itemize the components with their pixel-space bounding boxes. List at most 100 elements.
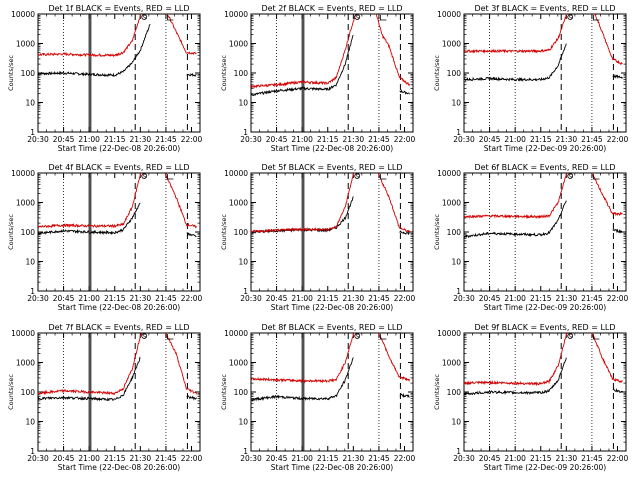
series-line-lld — [251, 173, 410, 234]
x-tick-label: 21:45 — [155, 294, 177, 303]
x-tick-label: 21:45 — [155, 135, 177, 144]
chart-panel-7: Det 7f BLACK = Events, RED = LLD 1 10 100 10… — [7, 323, 203, 472]
x-tick-label: 21:15 — [530, 294, 552, 303]
plot-frame — [250, 332, 414, 452]
series-line-lld — [38, 333, 197, 396]
y-axis-label: Counts/sec — [220, 214, 228, 250]
x-tick-label: 20:30 — [27, 135, 49, 144]
series-line-events — [464, 43, 623, 83]
x-tick-label: 22:00 — [607, 294, 629, 303]
y-tick-label: 10 — [238, 258, 248, 267]
y-tick-label: 10 — [238, 99, 248, 108]
x-tick-label: 21:30 — [343, 294, 365, 303]
series-line-events — [251, 357, 410, 402]
chart-title: Det 2f BLACK = Events, RED = LLD — [261, 4, 402, 13]
start-marker-label: S — [142, 334, 146, 341]
x-tick-label: 22:00 — [394, 294, 416, 303]
x-tick-label: 22:00 — [607, 135, 629, 144]
x-tick-label: 21:45 — [581, 135, 603, 144]
x-axis-label: Start Time (22-Dec-09 20:26:00) — [484, 463, 606, 472]
x-tick-label: 21:45 — [368, 454, 390, 463]
x-tick-label: 20:45 — [53, 294, 75, 303]
y-tick-label: 1 — [243, 128, 248, 137]
chart-title: Det 4f BLACK = Events, RED = LLD — [48, 163, 189, 172]
y-tick-label: 10000 — [224, 329, 248, 338]
chart-panel-1: Det 1f BLACK = Events, RED = LLD 1 10 100 10… — [7, 4, 203, 153]
x-tick-label: 20:45 — [266, 294, 288, 303]
y-tick-label: 10000 — [224, 10, 248, 19]
y-axis-label: Counts/sec — [220, 374, 228, 410]
x-axis-label: Start Time (22-Dec-08 20:26:00) — [271, 463, 393, 472]
x-tick-label: 20:30 — [453, 454, 475, 463]
x-tick-label: 21:45 — [368, 294, 390, 303]
start-marker-label: S — [142, 174, 146, 181]
x-tick-label: 21:15 — [104, 135, 126, 144]
end-marker — [593, 174, 600, 180]
series-line-lld — [251, 14, 410, 89]
series-line-events — [38, 356, 197, 402]
x-tick-label: 21:00 — [504, 135, 526, 144]
x-tick-label: 21:15 — [317, 294, 339, 303]
y-tick-label: 10 — [25, 258, 35, 267]
start-marker-label: S — [355, 334, 359, 341]
x-tick-label: 20:45 — [266, 454, 288, 463]
x-tick-label: 20:30 — [240, 294, 262, 303]
chart-panel-8: Det 8f BLACK = Events, RED = LLD 1 10 100 10… — [220, 323, 416, 472]
chart-title: Det 7f BLACK = Events, RED = LLD — [48, 323, 189, 332]
y-axis-label: Counts/sec — [433, 214, 441, 250]
x-tick-label: 21:00 — [291, 454, 313, 463]
x-tick-label: 20:30 — [240, 135, 262, 144]
y-tick-label: 1000 — [16, 199, 35, 208]
start-marker-label: S — [355, 15, 359, 22]
x-tick-label: 21:15 — [530, 454, 552, 463]
series-line-lld — [464, 14, 623, 66]
chart-panel-3: Det 3f BLACK = Events, RED = LLD 1 10 100 10… — [433, 4, 629, 153]
x-tick-label: 20:45 — [479, 135, 501, 144]
start-marker — [567, 173, 574, 179]
y-tick-label: 1000 — [16, 359, 35, 368]
x-axis-label: Start Time (22-Dec-08 20:26:00) — [58, 303, 180, 312]
y-tick-label: 1 — [243, 447, 248, 456]
start-marker — [141, 14, 148, 20]
y-tick-label: 10 — [25, 418, 35, 427]
y-axis-label: Counts/sec — [7, 214, 15, 250]
x-tick-label: 21:45 — [581, 294, 603, 303]
y-tick-label: 10000 — [437, 10, 461, 19]
y-tick-label: 10000 — [224, 169, 248, 178]
x-tick-label: 21:00 — [291, 294, 313, 303]
x-tick-label: 21:15 — [104, 294, 126, 303]
x-axis-label: Start Time (22-Dec-08 20:26:00) — [58, 463, 180, 472]
series-line-lld — [464, 173, 623, 220]
x-tick-label: 22:00 — [607, 454, 629, 463]
start-marker — [567, 14, 574, 20]
start-marker — [141, 173, 148, 179]
x-axis-label: Start Time (22-Dec-09 20:26:00) — [484, 144, 606, 153]
y-axis-label: Counts/sec — [433, 55, 441, 91]
y-tick-label: 1 — [456, 128, 461, 137]
x-tick-label: 21:30 — [130, 135, 152, 144]
x-tick-label: 21:30 — [130, 294, 152, 303]
end-marker — [167, 174, 174, 180]
end-marker — [593, 15, 600, 21]
series-line-events — [464, 200, 623, 239]
y-tick-label: 1000 — [229, 40, 248, 49]
end-marker — [380, 15, 387, 21]
y-tick-label: 100 — [447, 388, 462, 397]
start-marker-label: S — [355, 174, 359, 181]
y-tick-label: 100 — [447, 69, 462, 78]
x-tick-label: 20:30 — [453, 135, 475, 144]
end-marker — [380, 334, 387, 340]
y-tick-label: 1000 — [16, 40, 35, 49]
series-line-events — [38, 23, 197, 78]
x-tick-label: 20:45 — [479, 454, 501, 463]
y-tick-label: 10 — [451, 258, 461, 267]
x-tick-label: 21:15 — [317, 135, 339, 144]
y-tick-label: 1 — [30, 447, 35, 456]
y-tick-label: 100 — [21, 69, 36, 78]
series-line-lld — [251, 333, 410, 384]
x-tick-label: 21:30 — [556, 135, 578, 144]
x-tick-label: 21:30 — [556, 454, 578, 463]
plot-frame — [250, 172, 414, 292]
end-marker — [167, 334, 174, 340]
y-tick-label: 10000 — [11, 329, 35, 338]
